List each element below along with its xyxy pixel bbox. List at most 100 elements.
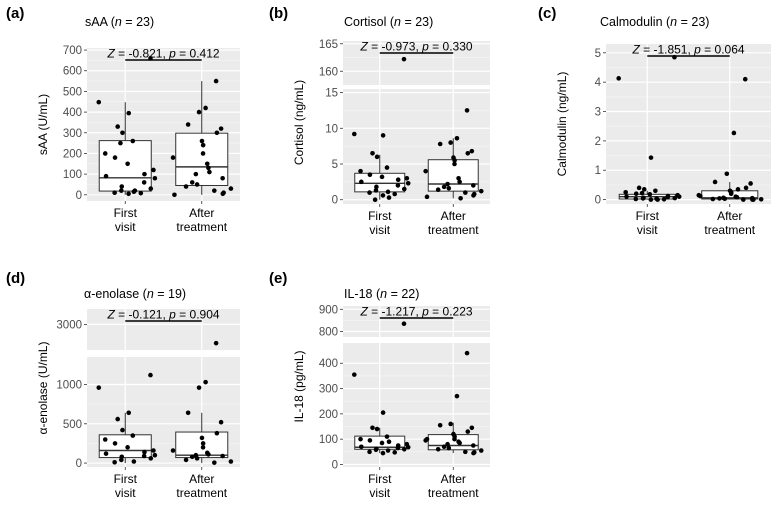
data-point [170, 448, 176, 453]
data-point [112, 459, 117, 465]
data-point [463, 449, 468, 455]
data-point [743, 185, 749, 191]
data-point [452, 436, 457, 442]
y-tick-label: 200 [319, 409, 338, 421]
y-axis-title: IL-18 (pg/mL) [292, 350, 306, 422]
data-point [661, 197, 667, 202]
data-point [103, 173, 109, 179]
data-point [405, 444, 411, 450]
box [98, 434, 152, 459]
data-point [380, 410, 386, 415]
data-point [710, 196, 716, 202]
panel-d: (d) α-enolase (n = 19) 3000 0 500 1000 Z = -0.… [6, 270, 240, 500]
data-point [395, 177, 401, 183]
data-point [758, 197, 764, 202]
data-point [367, 438, 373, 443]
data-point [370, 150, 375, 156]
data-point [446, 445, 452, 451]
data-point [359, 179, 364, 185]
y-tick-label: 700 [63, 45, 82, 57]
data-point [142, 449, 147, 455]
data-point [213, 78, 219, 84]
data-point [471, 443, 476, 448]
data-point [641, 187, 647, 192]
y-tick-label: 200 [63, 148, 82, 160]
data-point [170, 155, 176, 160]
stat-text: Z = -1.851, p = 0.064 [631, 43, 744, 57]
data-point [457, 440, 462, 446]
data-point [200, 142, 206, 148]
data-point [623, 189, 628, 195]
data-point [200, 445, 206, 450]
data-point [214, 130, 220, 136]
data-point [395, 445, 401, 451]
y-tick-label: 0 [332, 195, 338, 207]
data-point [452, 161, 457, 167]
data-point [655, 197, 660, 202]
data-point [735, 187, 741, 192]
data-point [648, 155, 654, 160]
data-point [118, 140, 123, 146]
data-point [367, 190, 372, 195]
y-tick-label: 500 [63, 86, 82, 98]
data-point [194, 456, 200, 461]
stat-text: Z = -0.121, p = 0.904 [106, 308, 219, 322]
x-tick-label: First visit [368, 209, 392, 237]
data-point [424, 194, 430, 200]
data-point [712, 179, 718, 185]
data-point [367, 172, 373, 178]
data-point [722, 196, 728, 202]
data-point [148, 456, 154, 461]
data-point [469, 148, 475, 154]
data-point [120, 427, 125, 433]
data-point [648, 197, 654, 202]
data-point [385, 448, 391, 453]
data-point [152, 452, 158, 458]
data-point [148, 186, 154, 191]
data-point [152, 175, 158, 181]
plot-background [606, 44, 771, 204]
y-tick-label: 3 [595, 107, 601, 119]
x-tick-label: After treatment [176, 472, 227, 500]
data-point [465, 150, 471, 156]
data-point [380, 133, 386, 138]
y-tick-label: 900 [319, 304, 338, 316]
x-tick-label: First visit [114, 472, 138, 500]
data-point [478, 188, 484, 194]
data-point [471, 183, 476, 188]
data-point [435, 187, 441, 193]
y-tick-label: 5 [595, 48, 601, 60]
data-point [358, 436, 363, 442]
y-tick-label: 165 [319, 39, 338, 51]
data-point [464, 350, 470, 356]
x-tick-label: After treatment [704, 209, 755, 237]
data-point [471, 193, 476, 198]
data-point [435, 446, 441, 452]
plot-background [343, 41, 490, 85]
y-tick-label: 800 [319, 326, 338, 338]
panel-label: (e) [269, 270, 287, 287]
data-point [151, 448, 156, 453]
stat-text: Z = -0.821, p = 0.412 [106, 47, 219, 61]
x-tick-label: After treatment [428, 209, 479, 237]
data-point [112, 441, 118, 446]
data-point [386, 195, 392, 200]
data-point [624, 194, 629, 199]
data-point [352, 131, 357, 137]
data-point [676, 194, 682, 199]
data-point [126, 191, 131, 197]
panel-b: (b) Cortisol (n = 23) 160 165 0 5 10 15 Z = -0.9… [269, 5, 490, 237]
data-point [183, 457, 189, 463]
y-tick-label: 0 [595, 195, 601, 207]
data-point [185, 410, 191, 416]
data-point [636, 185, 642, 191]
y-tick-label: 400 [63, 107, 82, 119]
y-tick-label: 300 [63, 128, 82, 140]
data-point [212, 188, 217, 193]
panel-title: Calmodulin (n = 23) [600, 15, 709, 29]
panel-label: (b) [269, 5, 288, 22]
y-axis-title: Cortisol (ng/mL) [292, 80, 306, 165]
stat-text: Z = -0.973, p = 0.330 [359, 40, 472, 54]
data-point [183, 184, 189, 189]
data-point [404, 175, 410, 181]
